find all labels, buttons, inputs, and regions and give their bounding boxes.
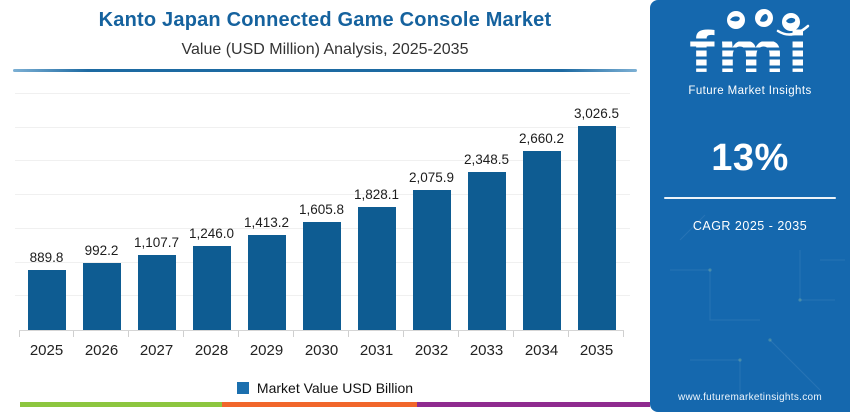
website-url: www.futuremarketinsights.com <box>677 392 822 403</box>
legend-swatch-icon <box>236 382 249 394</box>
bar <box>82 263 121 330</box>
bar-value-label: 2,348.5 <box>463 151 510 167</box>
x-axis-tick-label: 2031 <box>359 342 394 359</box>
bar-value-label: 1,605.8 <box>298 201 345 217</box>
gridline <box>15 126 630 128</box>
fmi-logo-subtext: Future Market Insights <box>688 85 812 97</box>
stripe-purple <box>417 402 650 407</box>
page-subtitle: Value (USD Million) Analysis, 2025-2035 <box>181 41 469 58</box>
gridline <box>15 160 630 162</box>
sidebar-divider <box>664 197 836 199</box>
bar-value-label: 992.2 <box>84 243 119 259</box>
bar <box>522 150 561 330</box>
fmi-logo: fmi Future Market Ins <box>650 6 850 97</box>
bar <box>412 190 451 330</box>
bar-columns: 889.8 992.2 1,107.7 1,246.0 1,413.2 1,605.8 1,… <box>19 94 624 338</box>
x-axis-tick-label: 2025 <box>29 342 64 359</box>
title-divider <box>13 69 637 72</box>
bar-column: 1,246.0 <box>184 226 239 337</box>
bar-column: 1,413.2 <box>239 214 294 338</box>
header: Kanto Japan Connected Game Console Marke… <box>0 0 650 59</box>
bar-column: 1,605.8 <box>294 201 349 338</box>
bar-value-label: 1,246.0 <box>188 226 235 241</box>
bar <box>192 246 231 330</box>
bar-column: 3,026.5 <box>569 105 624 338</box>
bar-column: 1,107.7 <box>129 235 184 337</box>
bar-value-label: 1,413.2 <box>243 214 290 230</box>
stripe-orange <box>222 402 417 407</box>
bar-column: 889.8 <box>19 250 74 337</box>
fmi-logo-text: fmi <box>689 20 811 84</box>
bar <box>357 206 396 330</box>
x-axis-tick-label: 2028 <box>194 342 229 359</box>
bar <box>247 234 286 330</box>
bar-value-label: 3,026.5 <box>573 105 620 121</box>
logo-globe-icons <box>727 9 810 36</box>
x-axis-tick-label: 2033 <box>469 342 504 359</box>
fmi-logo-graphic: fmi <box>680 9 820 85</box>
chart-panel: Kanto Japan Connected Game Console Marke… <box>0 0 650 407</box>
x-axis-labels: 2025 2026 2027 2028 2029 2030 2031 2032 2033 2034… <box>19 342 631 359</box>
brand-sidebar: fmi Future Market Ins <box>650 0 850 412</box>
bar-value-label: 1,828.1 <box>353 186 400 202</box>
bar-value-label: 2,660.2 <box>518 130 565 146</box>
x-axis-tick-label: 2032 <box>414 342 449 359</box>
x-axis-tick-label: 2027 <box>139 342 174 359</box>
legend-label: Market Value USD Billion <box>256 380 414 396</box>
bar-column: 2,348.5 <box>459 151 514 338</box>
plot-area: 889.8 992.2 1,107.7 1,246.0 1,413.2 1,605.8 1,… <box>15 93 630 338</box>
cagr-label: CAGR 2025 - 2035 <box>692 219 808 233</box>
x-axis-tick-label: 2029 <box>249 342 284 359</box>
chart-legend: Market Value USD Billion <box>0 380 650 396</box>
gridline <box>15 93 630 94</box>
bar-column: 2,660.2 <box>514 130 569 338</box>
cagr-value: 13% <box>711 137 789 179</box>
bar <box>27 270 66 330</box>
bar <box>302 221 341 330</box>
bar <box>467 171 506 330</box>
bar-chart: 889.8 992.2 1,107.7 1,246.0 1,413.2 1,605.8 1,… <box>15 93 631 359</box>
bar <box>137 255 176 330</box>
page-title: Kanto Japan Connected Game Console Marke… <box>98 9 552 31</box>
gridline <box>15 194 630 196</box>
x-axis-tick-label: 2035 <box>579 342 614 359</box>
footer-color-stripe <box>20 402 650 407</box>
bar-column: 992.2 <box>74 243 129 337</box>
stripe-green <box>20 402 222 407</box>
x-axis-tick-label: 2026 <box>84 342 119 359</box>
bar-column: 2,075.9 <box>404 170 459 337</box>
x-axis-tick-label: 2030 <box>304 342 339 359</box>
bar-value-label: 1,107.7 <box>133 235 180 251</box>
bar-value-label: 2,075.9 <box>408 170 455 185</box>
bar-column: 1,828.1 <box>349 186 404 338</box>
bar <box>577 125 616 330</box>
x-axis-tick-label: 2034 <box>524 342 559 359</box>
bar-value-label: 889.8 <box>29 250 64 265</box>
